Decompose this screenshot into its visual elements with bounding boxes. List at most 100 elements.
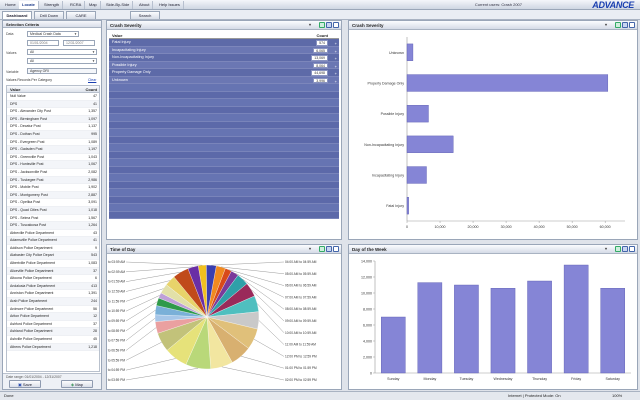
table-row[interactable]: Alabaster City Police Depart 543 (7, 252, 99, 261)
severity-value-header[interactable]: Value (112, 33, 123, 38)
expand-plus-icon[interactable]: + (334, 71, 337, 76)
table-row[interactable]: Ashford Police Department 37 (7, 321, 99, 329)
save-icon[interactable] (326, 246, 332, 252)
severity-bar[interactable] (406, 135, 454, 153)
table-row[interactable]: Abbeville Police Department 43 (7, 230, 99, 238)
table-row[interactable]: DPS - Gadsden Post 1,197 (7, 146, 99, 154)
severity-bar[interactable] (406, 74, 609, 92)
nav-tab-help-issues[interactable]: Help Issues (156, 1, 184, 9)
tab-care[interactable]: CARE (66, 11, 96, 19)
table-row[interactable]: DPS - Decatur Post 1,137 (7, 123, 99, 131)
export-excel-icon[interactable] (615, 22, 621, 28)
expand-plus-icon[interactable]: + (334, 41, 337, 46)
value-column-header[interactable]: Value (10, 87, 21, 92)
severity-row[interactable]: Property Damage Only 44,698 + (109, 69, 339, 77)
save-icon[interactable] (326, 22, 332, 28)
table-row[interactable]: DPS - Greenville Post 1,043 (7, 154, 99, 162)
day-bar[interactable] (454, 284, 479, 374)
export-excel-icon[interactable] (319, 246, 325, 252)
table-row[interactable]: DPS - Tuskegee Post 2,986 (7, 176, 99, 185)
count-column-header[interactable]: Count (85, 87, 97, 92)
severity-row[interactable]: Possible Injury 8,064 + (109, 61, 339, 69)
tab-dashboard[interactable]: Dashboard (2, 11, 32, 19)
chevron-down-icon[interactable]: ▾ (309, 22, 312, 27)
expand-plus-icon[interactable]: + (334, 63, 337, 69)
tab-search[interactable]: Search (130, 11, 160, 19)
map-button[interactable]: ◈ Map (61, 380, 93, 388)
data-source-select[interactable]: Medical Crash Data ▼ (27, 31, 79, 37)
export-excel-icon[interactable] (615, 246, 621, 252)
severity-bar[interactable] (406, 197, 409, 215)
nav-tab-strength[interactable]: Strength (41, 1, 64, 9)
chevron-down-icon[interactable]: ▾ (605, 246, 608, 251)
nav-tab-locate[interactable]: Locate (19, 1, 39, 9)
table-row[interactable]: DPS - Opelika Post 3,091 (7, 199, 99, 207)
table-row[interactable]: DPS - Quad Cities Post 1,018 (7, 206, 99, 215)
date-from-input[interactable]: 01/01/2004 (27, 40, 59, 46)
day-bar[interactable] (563, 264, 589, 374)
maximize-icon[interactable] (333, 22, 339, 28)
day-bar[interactable] (381, 316, 406, 374)
chevron-down-icon[interactable]: ▾ (309, 246, 312, 251)
table-row[interactable]: DPS - Tuscaloosa Post 1,264 (7, 222, 99, 230)
severity-row[interactable]: Non-Incapacitating Injury 13,069 + (109, 54, 339, 62)
severity-row[interactable]: Fatal Injury 574 + (109, 39, 339, 47)
table-row[interactable]: Null Value 47 (7, 93, 99, 101)
table-row[interactable]: Ashville Police Department 45 (7, 336, 99, 344)
table-row[interactable]: Adamsville Police Department 41 (7, 237, 99, 245)
severity-row[interactable]: Unknown 3,996 + (109, 76, 339, 84)
severity-bar[interactable] (406, 43, 414, 61)
table-row[interactable]: DPS - Montgomery Post 2,887 (7, 191, 99, 200)
day-bar[interactable] (417, 282, 443, 374)
maximize-icon[interactable] (629, 22, 635, 28)
table-row[interactable]: Albertville Police Department 1,083 (7, 260, 99, 268)
table-row[interactable]: DPS - Mobile Post 1,902 (7, 184, 99, 192)
values-select[interactable]: All ▼ (27, 49, 97, 55)
table-row[interactable]: Anniston Police Department 1,391 (7, 290, 99, 299)
table-row[interactable]: DPS - Dothan Post 995 (7, 130, 99, 139)
table-row[interactable]: DPS - Evergreen Post 1,089 (7, 139, 99, 147)
table-row[interactable]: Ariton Police Department 12 (7, 313, 99, 321)
values-select-2[interactable]: All ▼ (27, 58, 97, 64)
nav-tab-rcra[interactable]: RCRA (67, 1, 86, 9)
table-row[interactable]: Ashland Police Department 28 (7, 328, 99, 336)
zoom-level[interactable]: 100% (612, 393, 623, 398)
clear-link[interactable]: Clear (88, 78, 97, 82)
table-row[interactable]: DPS - Alexander City Post 1,357 (7, 108, 99, 116)
table-row[interactable]: DPS - Jacksonville Post 2,082 (7, 169, 99, 177)
nav-tab-home[interactable]: Home (2, 1, 20, 9)
table-row[interactable]: DPS 41 (7, 100, 99, 109)
maximize-icon[interactable] (333, 246, 339, 252)
table-row[interactable]: Ardmore Police Department 56 (7, 306, 99, 314)
table-row[interactable]: Addison Police Department 9 (7, 245, 99, 253)
table-row[interactable]: DPS - Selma Post 1,567 (7, 215, 99, 223)
variable-select[interactable]: Agency ORI (27, 68, 97, 74)
save-button[interactable]: ▣ Save (9, 380, 41, 388)
date-to-input[interactable]: 12/31/2007 (63, 40, 95, 46)
severity-bar[interactable] (406, 166, 427, 184)
severity-bar[interactable] (406, 105, 429, 123)
day-bar[interactable] (490, 288, 516, 374)
expand-plus-icon[interactable]: + (334, 78, 337, 84)
nav-tab-side-by-side[interactable]: Side-By-Side (103, 1, 134, 9)
expand-plus-icon[interactable]: + (334, 56, 337, 61)
severity-count-header[interactable]: Count (316, 33, 328, 38)
chevron-down-icon[interactable]: ▾ (605, 22, 608, 27)
table-row[interactable]: Aliceville Police Department 37 (7, 267, 99, 276)
nav-tab-map[interactable]: Map (86, 1, 101, 9)
severity-row[interactable]: Incapacitating Injury 6,065 + (109, 46, 339, 54)
expand-plus-icon[interactable]: + (334, 48, 337, 54)
save-icon[interactable] (622, 246, 628, 252)
table-row[interactable]: Athens Police Department 1,218 (7, 343, 99, 352)
table-row[interactable]: Altoona Police Department 6 (7, 275, 99, 283)
maximize-icon[interactable] (629, 246, 635, 252)
day-bar[interactable] (527, 280, 552, 374)
export-excel-icon[interactable] (319, 22, 325, 28)
nav-tab-about[interactable]: About (136, 1, 154, 9)
day-bar[interactable] (600, 288, 625, 374)
tab-drill-down[interactable]: Drill Down (34, 11, 64, 19)
table-row[interactable]: DPS - Huntsville Post 1,067 (7, 161, 99, 169)
save-icon[interactable] (622, 22, 628, 28)
table-row[interactable]: Andalusia Police Department 413 (7, 282, 99, 291)
table-row[interactable]: Arab Police Department 244 (7, 298, 99, 306)
